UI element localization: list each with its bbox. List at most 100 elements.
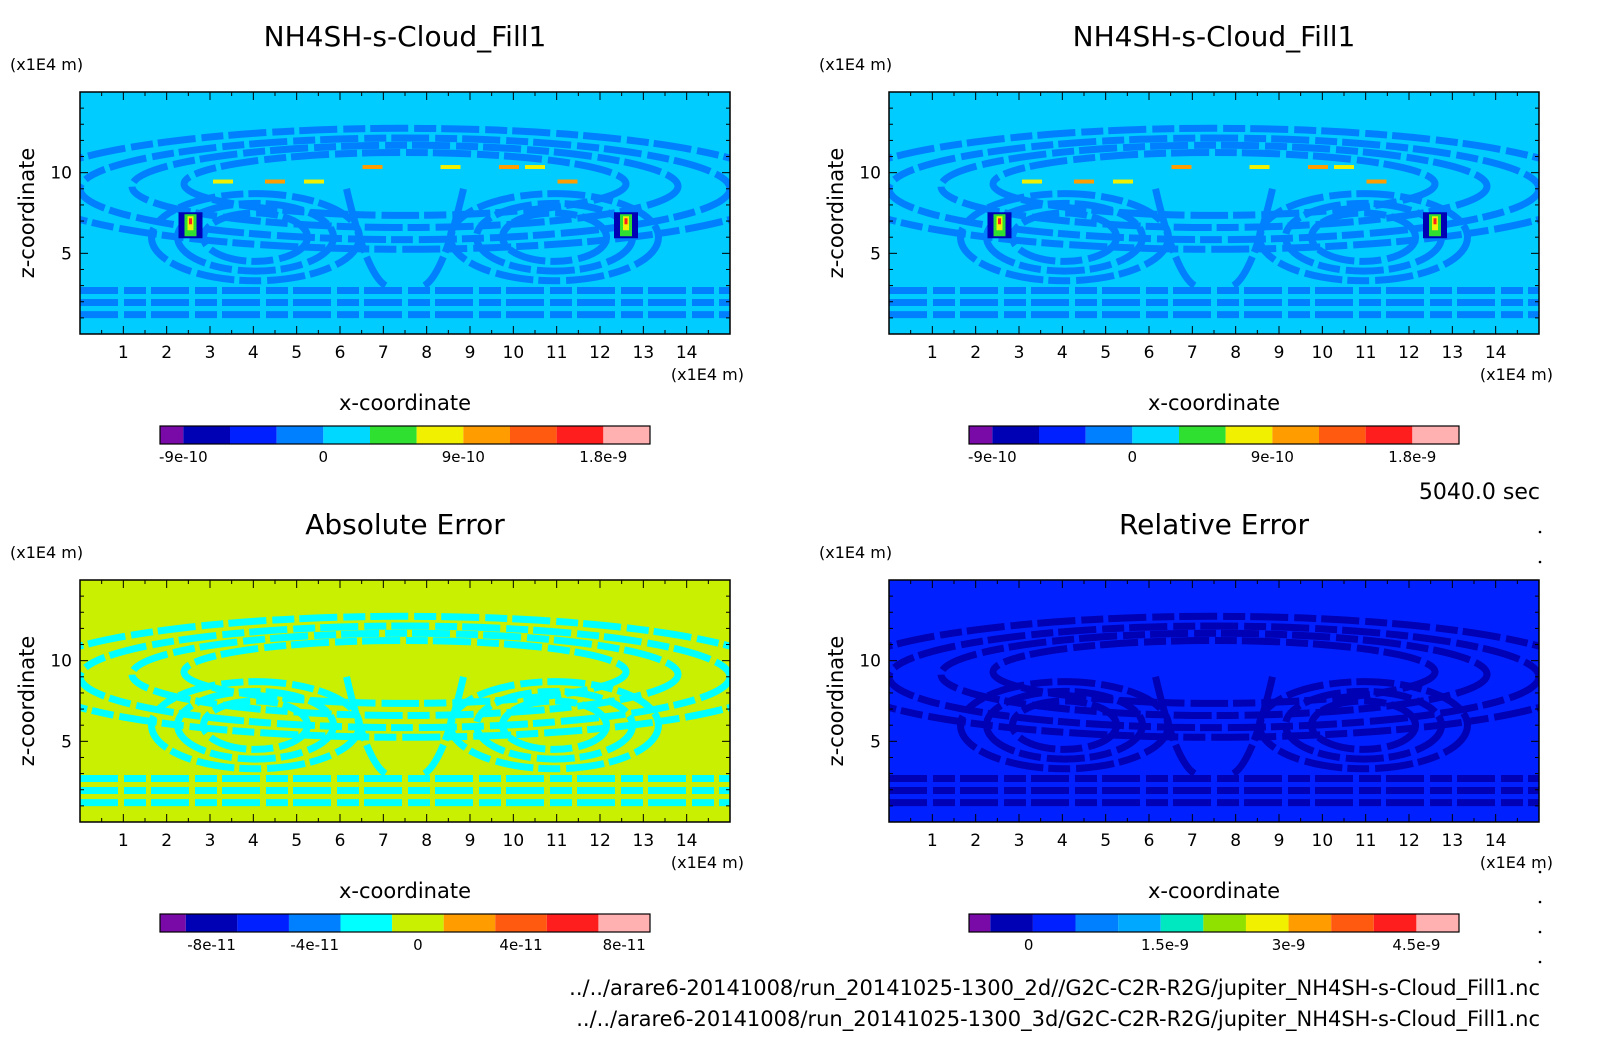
x-tick-label: 7 xyxy=(378,831,389,851)
colorbar-label: 1.5e-9 xyxy=(1141,936,1189,954)
x-tick-label: 12 xyxy=(1398,343,1420,363)
colorbar-segment xyxy=(1203,914,1246,932)
field-contours xyxy=(80,124,730,319)
x-tick-label: 11 xyxy=(1355,343,1377,363)
x-tick-label: 6 xyxy=(1144,831,1155,851)
contour-ring xyxy=(937,629,1491,720)
x-tick-label: 14 xyxy=(676,343,698,363)
x-axis-label: x-coordinate xyxy=(1148,391,1280,415)
contour-ring xyxy=(983,199,1146,275)
x-tick-label: 2 xyxy=(970,831,981,851)
x-tick-label: 14 xyxy=(1485,343,1507,363)
field-contours xyxy=(889,124,1539,319)
x-tick-label: 10 xyxy=(503,343,525,363)
x-tick-label: 1 xyxy=(927,831,938,851)
colorbar-segment xyxy=(1179,426,1226,444)
x-tick-label: 5 xyxy=(1100,343,1111,363)
x-tick-label: 12 xyxy=(589,831,611,851)
x-tick-label: 5 xyxy=(291,343,302,363)
contour-ring xyxy=(128,141,682,232)
contour-ring xyxy=(889,612,1539,741)
colorbar-segment xyxy=(323,426,370,444)
contour-ring xyxy=(989,637,1439,707)
y-tick-label: 5 xyxy=(870,732,881,752)
colorbar-segment xyxy=(969,426,993,444)
colorbar-segment xyxy=(1373,914,1417,932)
colorbar-label: -8e-11 xyxy=(187,936,236,954)
panel-2: NH4SH-s-Cloud_Fill1(x1E4 m)1 2 3 4 5 6 7 8 9 10 11… xyxy=(819,20,1553,466)
chart-title: NH4SH-s-Cloud_Fill1 xyxy=(1073,20,1356,53)
axis-ticks xyxy=(889,580,1539,822)
x-tick-label: 7 xyxy=(1187,831,1198,851)
x-tick-label: 14 xyxy=(1485,831,1507,851)
x-tick-label: 9 xyxy=(1274,343,1285,363)
axis-ticks xyxy=(889,92,1539,334)
x-tick-label: 13 xyxy=(1442,831,1464,851)
contour-ring xyxy=(80,134,730,244)
x-tick-label: 7 xyxy=(1187,343,1198,363)
contour-ring xyxy=(499,697,610,753)
contour-column xyxy=(343,676,467,777)
x-tick-label: 14 xyxy=(676,831,698,851)
x-tick-label: 8 xyxy=(1230,343,1241,363)
colorbar-segment xyxy=(230,426,277,444)
colorbar-segment xyxy=(392,914,444,932)
colorbar-segment xyxy=(495,914,547,932)
panel-4: Relative Error(x1E4 m)1 2 3 4 5 6 7 8 9 10 11 12 13 1… xyxy=(819,508,1553,954)
x-tick-label: 13 xyxy=(1442,343,1464,363)
x-tick-label: 9 xyxy=(1274,831,1285,851)
x-tick-label: 13 xyxy=(633,831,655,851)
y-tick-label: 10 xyxy=(859,652,881,672)
x-unit-label: (x1E4 m) xyxy=(671,365,744,384)
x-axis-label: x-coordinate xyxy=(1148,879,1280,903)
colorbar-label: -9e-10 xyxy=(968,448,1017,466)
colorbar-label: 8e-11 xyxy=(603,936,646,954)
contour-ring xyxy=(1009,209,1120,265)
x-tick-label: 1 xyxy=(118,831,129,851)
colorbar-segment xyxy=(1160,914,1204,932)
colorbar: 0 1.5e-9 3e-9 4.5e-9 xyxy=(968,913,1460,954)
colorbar-segment xyxy=(1225,426,1273,444)
x-tick-label: 10 xyxy=(1312,831,1334,851)
x-tick-label: 11 xyxy=(546,831,568,851)
colorbar-label: 9e-10 xyxy=(442,448,485,466)
y-unit-label: (x1E4 m) xyxy=(819,55,892,74)
x-tick-label: 3 xyxy=(1014,831,1025,851)
y-tick-label: 5 xyxy=(61,732,72,752)
x-tick-label: 11 xyxy=(546,343,568,363)
colorbar-segment xyxy=(556,426,604,444)
contour-ring xyxy=(473,687,636,763)
x-axis-label: x-coordinate xyxy=(339,391,471,415)
y-axis-label: z-coordinate xyxy=(15,148,39,279)
colorbar-segment xyxy=(990,914,1033,932)
colorbar-segment xyxy=(237,914,289,932)
colorbar-segment xyxy=(992,426,1039,444)
colorbar: -9e-10 0 9e-10 1.8e-9 xyxy=(968,425,1460,466)
y-tick-label: 10 xyxy=(50,652,72,672)
contour-ring xyxy=(128,629,682,720)
x-tick-label: 11 xyxy=(1355,831,1377,851)
colorbar-segment xyxy=(598,914,650,932)
x-tick-label: 2 xyxy=(970,343,981,363)
colorbar-label: 0 xyxy=(319,448,329,466)
contour-ring xyxy=(1308,209,1419,265)
x-tick-label: 13 xyxy=(633,343,655,363)
colorbar-segment xyxy=(463,426,510,444)
colorbar-segment xyxy=(185,914,238,932)
contour-ring xyxy=(80,612,730,741)
colorbar-label: -4e-11 xyxy=(290,936,339,954)
contour-column xyxy=(343,188,467,289)
x-tick-label: 3 xyxy=(205,831,216,851)
x-tick-label: 3 xyxy=(205,343,216,363)
file-path-3d: ../../arare6-20141008/run_20141025-1300_… xyxy=(576,1007,1540,1032)
contour-ring xyxy=(80,622,730,732)
x-tick-label: 5 xyxy=(291,831,302,851)
y-axis-label: z-coordinate xyxy=(824,148,848,279)
x-tick-label: 3 xyxy=(1014,343,1025,363)
contour-column xyxy=(1152,188,1276,289)
x-tick-label: 12 xyxy=(589,343,611,363)
x-tick-label: 9 xyxy=(465,831,476,851)
y-tick-label: 5 xyxy=(61,244,72,264)
colorbar-segment xyxy=(1412,426,1459,444)
contour-ring xyxy=(1308,697,1419,753)
